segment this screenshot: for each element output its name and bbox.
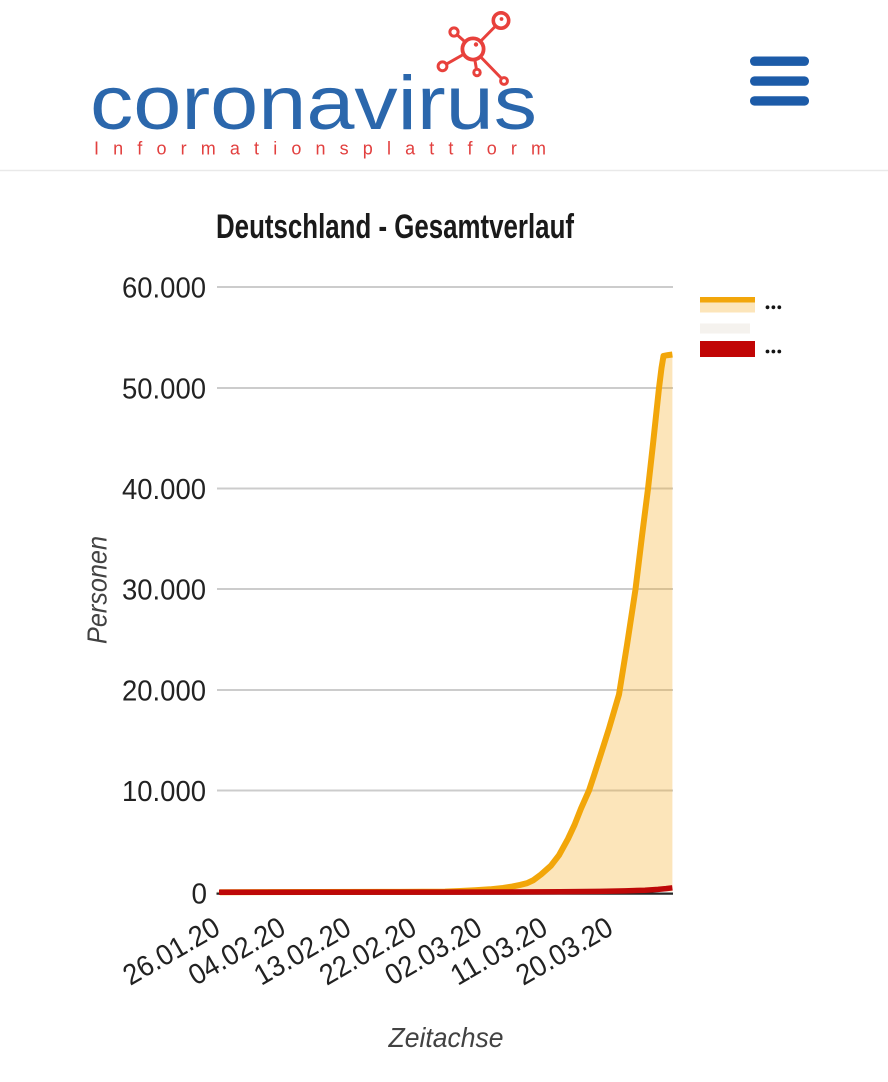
svg-text:10.000: 10.000 xyxy=(122,776,206,808)
svg-text:coronavirus: coronavirus xyxy=(90,61,537,146)
svg-text:Zeitachse: Zeitachse xyxy=(388,1022,504,1053)
svg-text:50.000: 50.000 xyxy=(122,373,206,405)
svg-text:30.000: 30.000 xyxy=(122,574,206,606)
svg-text:Deutschland - Gesamtverlauf: Deutschland - Gesamtverlauf xyxy=(216,208,575,246)
svg-text:60.000: 60.000 xyxy=(122,272,206,304)
svg-text:40.000: 40.000 xyxy=(122,474,206,506)
svg-text:0: 0 xyxy=(192,878,208,910)
svg-text:Personen: Personen xyxy=(82,536,113,644)
svg-text:20.000: 20.000 xyxy=(122,675,206,707)
svg-text:Informationsplattform: Informationsplattform xyxy=(94,139,546,159)
